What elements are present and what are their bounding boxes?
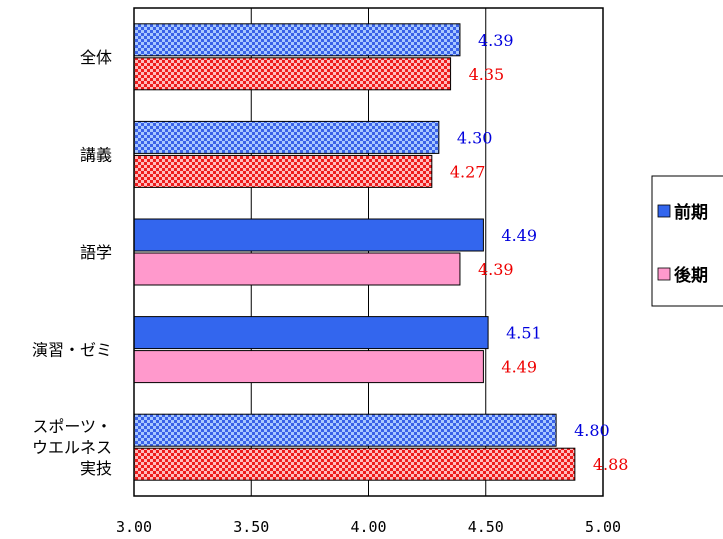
bar-first-half — [133, 413, 557, 447]
legend-box — [651, 175, 723, 307]
plot-frame — [133, 7, 604, 497]
bar-first-half — [133, 218, 484, 252]
legend: 前期 後期 — [651, 175, 723, 307]
x-tick-label: 4.00 — [350, 518, 386, 536]
category-label: 講義 — [80, 145, 112, 164]
value-label-second-half: 4.49 — [501, 358, 537, 377]
value-label-second-half: 4.35 — [469, 65, 505, 84]
value-label-first-half: 4.30 — [457, 128, 493, 147]
category-label: 演習・ゼミ — [32, 341, 112, 360]
category-label: 全体 — [80, 48, 112, 67]
value-label-first-half: 4.39 — [478, 31, 514, 50]
value-label-second-half: 4.39 — [478, 260, 514, 279]
value-label-second-half: 4.88 — [593, 455, 629, 474]
legend-label-second-half: 後期 — [674, 265, 708, 286]
value-label-first-half: 4.49 — [501, 226, 537, 245]
bar-second-half — [133, 447, 576, 481]
value-labels: 4.39 4.35 4.30 4.27 4.49 4.39 4.51 4.49 4.80 4.88 — [450, 31, 629, 474]
bar-second-half — [133, 252, 461, 286]
x-tick-label: 3.00 — [116, 518, 152, 536]
legend-swatch-second-half — [657, 267, 671, 281]
legend-swatch-first-half — [657, 204, 671, 218]
bar-second-half — [133, 350, 484, 384]
x-tick-label: 5.00 — [585, 518, 621, 536]
bar-second-half — [133, 57, 452, 91]
bars — [133, 23, 576, 481]
category-label: 実技 — [80, 459, 112, 478]
category-label: ウエルネス — [32, 438, 112, 457]
value-label-first-half: 4.80 — [574, 421, 610, 440]
bar-first-half — [133, 23, 461, 57]
value-label-second-half: 4.27 — [450, 162, 486, 181]
legend-label-first-half: 前期 — [674, 202, 708, 223]
x-tick-label: 4.50 — [468, 518, 504, 536]
bar-first-half — [133, 120, 440, 154]
value-label-first-half: 4.51 — [506, 324, 542, 343]
category-label: 語学 — [80, 243, 112, 262]
category-label: スポーツ・ — [32, 417, 112, 436]
bar-second-half — [133, 154, 433, 188]
x-tick-label: 3.50 — [233, 518, 269, 536]
x-tick-labels: 3.00 3.50 4.00 4.50 5.00 — [116, 518, 621, 536]
bar-first-half — [133, 316, 489, 350]
